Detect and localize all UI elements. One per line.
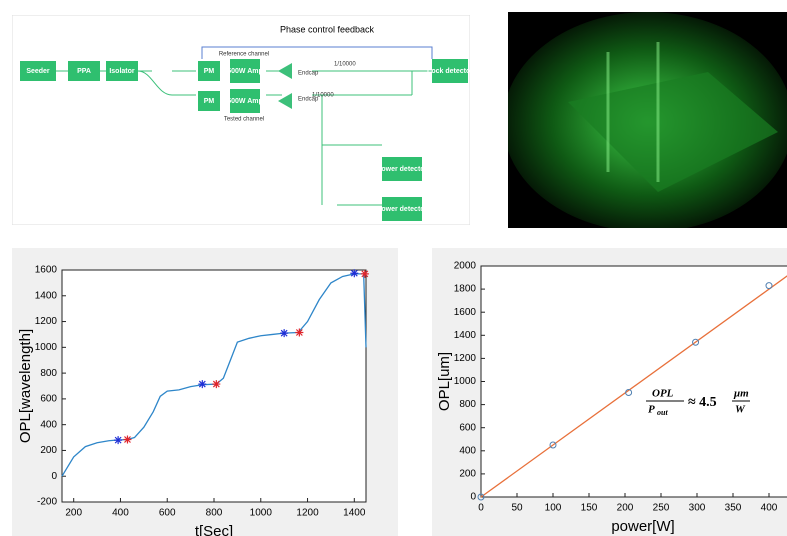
point: [280, 329, 288, 337]
x-tick-label: 1400: [343, 508, 366, 519]
diagram-label: Endcap: [298, 71, 319, 77]
node-label: Lock detector: [427, 68, 470, 75]
y-tick-label: 600: [459, 422, 476, 433]
node-label: Seeder: [26, 68, 50, 75]
y-tick-label: 800: [40, 368, 57, 379]
point: [123, 435, 131, 443]
node-label: 500W Amp: [227, 98, 263, 105]
x-tick-label: 600: [159, 508, 176, 519]
node-label: PM: [204, 68, 215, 75]
point: [114, 436, 122, 444]
annotation: P: [648, 404, 655, 416]
x-axis-label: t[Sec]: [195, 523, 233, 536]
chart: 200 400 600 800 1000 1200 1400 -200 0 200 400 600 80…: [12, 248, 398, 536]
y-tick-label: 400: [40, 419, 57, 430]
annotation: μm: [733, 388, 749, 400]
y-tick-label: -200: [37, 497, 57, 508]
point: [198, 380, 206, 388]
node-label: 500W Amp: [227, 68, 263, 75]
annotation: W: [735, 404, 746, 416]
x-tick-label: 200: [617, 503, 634, 514]
node-label: PPA: [77, 68, 91, 75]
x-tick-label: 400: [761, 503, 778, 514]
page: Phase control feedback Seeder PPA Isolator P…: [0, 0, 787, 536]
y-tick-label: 1800: [454, 284, 477, 295]
y-tick-label: 200: [40, 445, 57, 456]
diagram-label: Tested channel: [224, 117, 264, 123]
diagram-label: 1/10000: [334, 62, 356, 68]
node-label: PM: [204, 98, 215, 105]
diagram-title: Phase control feedback: [280, 24, 375, 34]
y-tick-label: 400: [459, 445, 476, 456]
x-tick-label: 300: [689, 503, 706, 514]
y-tick-label: 0: [470, 492, 476, 503]
y-tick-label: 1600: [35, 265, 58, 276]
x-axis-label: power[W]: [611, 518, 674, 535]
y-tick-label: 1600: [454, 307, 477, 318]
diagram-label: Reference channel: [219, 52, 269, 58]
y-tick-label: 1200: [35, 316, 58, 327]
x-tick-label: 400: [112, 508, 129, 519]
x-tick-label: 800: [206, 508, 223, 519]
node-label: Power detector: [377, 206, 428, 213]
x-tick-label: 0: [478, 503, 484, 514]
chart: 0 50 100 150 200 250 300 350 400 0 200 400 600 800 100…: [432, 248, 787, 536]
y-axis-label: OPL[um]: [436, 352, 453, 411]
x-tick-label: 200: [65, 508, 82, 519]
x-tick-label: 1000: [250, 508, 273, 519]
diagram-label: 1/10000: [312, 93, 334, 99]
y-tick-label: 2000: [454, 261, 477, 272]
x-tick-label: 100: [545, 503, 562, 514]
node-label: Isolator: [109, 68, 135, 75]
x-tick-label: 1200: [296, 508, 319, 519]
y-tick-label: 1000: [35, 342, 58, 353]
point: [212, 380, 220, 388]
diagram: Phase control feedback Seeder PPA Isolator P…: [12, 15, 470, 225]
photo: [508, 12, 787, 228]
y-tick-label: 1400: [35, 290, 58, 301]
y-axis-label: OPL[wavelength]: [17, 329, 34, 443]
y-tick-label: 0: [51, 471, 57, 482]
y-tick-label: 1400: [454, 330, 477, 341]
plot-area: [481, 266, 787, 497]
y-tick-label: 800: [459, 399, 476, 410]
annotation: OPL: [652, 388, 674, 400]
point: [361, 270, 369, 278]
annotation: out: [657, 408, 668, 417]
y-tick-label: 1200: [454, 353, 477, 364]
x-tick-label: 350: [725, 503, 742, 514]
y-tick-label: 200: [459, 469, 476, 480]
point: [295, 329, 303, 337]
node-label: Power detector: [377, 166, 428, 173]
annotation: ≈ 4.5: [688, 395, 717, 410]
x-tick-label: 250: [653, 503, 670, 514]
x-tick-label: 150: [581, 503, 598, 514]
point: [350, 269, 358, 277]
x-tick-label: 50: [511, 503, 523, 514]
y-tick-label: 600: [40, 394, 57, 405]
y-tick-label: 1000: [454, 376, 477, 387]
